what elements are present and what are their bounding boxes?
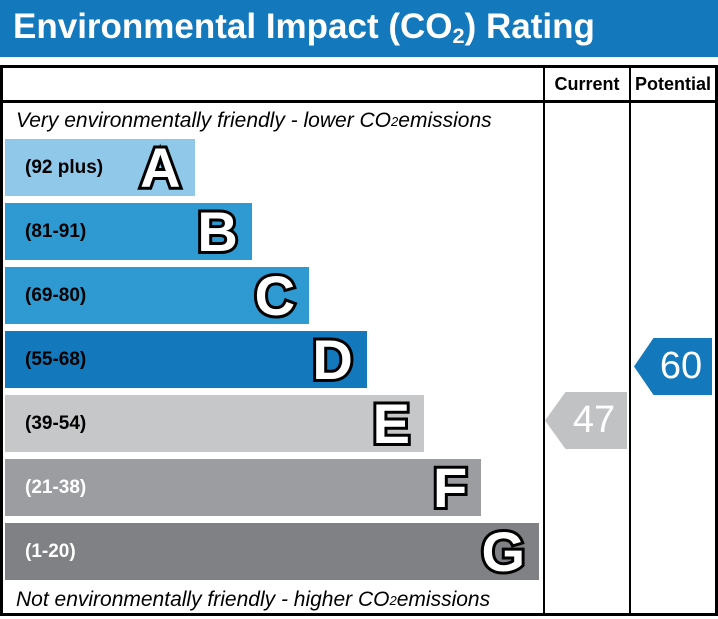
band-bar: (21-38) F F — [5, 455, 482, 519]
band-row: (55-68) D D — [3, 327, 543, 395]
potential-rating-value: 60 — [659, 345, 703, 387]
current-rating-value: 47 — [572, 399, 616, 441]
potential-column: Potential 60 — [631, 68, 715, 613]
band-letter: B B — [194, 199, 241, 263]
band-row: (21-38) F F — [3, 455, 543, 523]
band-range-label: (39-54) — [25, 412, 87, 434]
band-letter: D D — [309, 327, 356, 391]
band-bar: (55-68) D D — [5, 327, 367, 391]
band-letter: A A — [137, 135, 184, 199]
current-cell: 47 — [545, 103, 629, 613]
band-range-label: (1-20) — [25, 540, 76, 562]
band-letter: C C — [252, 263, 299, 327]
bands-column: Very environmentally friendly - lower CO… — [3, 68, 543, 613]
band-row: (1-20) G G — [3, 519, 543, 587]
band-letter-fill: D — [312, 327, 353, 391]
band-bar: (1-20) G G — [5, 519, 540, 583]
band-letter-fill: E — [372, 391, 411, 455]
potential-cell: 60 — [631, 103, 715, 613]
band-row: (81-91) B B — [3, 199, 543, 267]
band-bar: (81-91) B B — [5, 199, 252, 263]
band-row: (92 plus) A A — [3, 135, 543, 203]
bands-header-spacer — [3, 68, 543, 103]
band-range-label: (55-68) — [25, 348, 87, 370]
band-letter-fill: A — [140, 135, 181, 199]
band-letter-outline: E — [370, 391, 413, 455]
band-letter: F F — [430, 455, 470, 519]
band-letter-fill: B — [197, 199, 238, 263]
band-bar: (92 plus) A A — [5, 135, 195, 199]
band-row: (69-80) C C — [3, 263, 543, 331]
rating-table: Very environmentally friendly - lower CO… — [0, 65, 718, 616]
top-note: Very environmentally friendly - lower CO… — [16, 109, 492, 132]
current-rating-arrow: 47 — [545, 392, 627, 449]
current-header: Current — [545, 68, 629, 103]
bands-cell: Very environmentally friendly - lower CO… — [3, 103, 543, 613]
potential-header: Potential — [631, 68, 715, 103]
band-letter: G G — [479, 519, 529, 583]
bottom-note: Not environmentally friendly - higher CO… — [16, 588, 491, 611]
band-range-label: (81-91) — [25, 220, 87, 242]
current-column: Current 47 — [543, 68, 631, 613]
band-letter-fill: C — [254, 263, 296, 327]
band-bar: (39-54) E E — [5, 391, 425, 455]
band-letter-outline: C — [252, 263, 299, 327]
band-range-label: (21-38) — [25, 476, 87, 498]
band-letter: E E — [370, 391, 413, 455]
band-bar: (69-80) C C — [5, 263, 310, 327]
band-range-label: (69-80) — [25, 284, 87, 306]
band-letter-outline: D — [309, 327, 356, 391]
band-range-label: (92 plus) — [25, 156, 104, 178]
chart-title-bar: Environmental Impact (CO2) Rating — [0, 0, 718, 57]
band-row: (39-54) E E — [3, 391, 543, 459]
band-letter-outline: B — [194, 199, 241, 263]
band-rows: (92 plus) A A (81-91) B B (69-80) C C (5… — [3, 135, 543, 587]
band-letter-outline: A — [137, 135, 184, 199]
chart-title: Environmental Impact (CO2) Rating — [13, 6, 595, 48]
band-letter-fill: G — [481, 519, 526, 583]
potential-rating-arrow: 60 — [634, 338, 712, 395]
band-letter-outline: F — [430, 455, 470, 519]
band-letter-outline: G — [479, 519, 529, 583]
band-letter-fill: F — [433, 455, 468, 519]
